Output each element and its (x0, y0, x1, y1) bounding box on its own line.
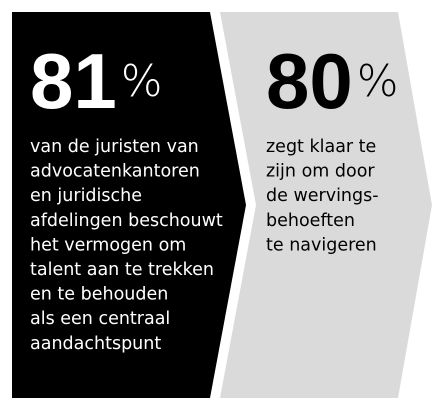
percent-sign: % (121, 56, 163, 107)
description-line: zijn om door (266, 162, 375, 182)
grey-chevron (220, 12, 432, 398)
black-chevron (12, 12, 246, 398)
description-line: talent aan te trekken (30, 260, 214, 280)
description-line: afdelingen beschouwt (30, 211, 223, 231)
big-number: 80 (266, 37, 353, 125)
description-line: aandachtspunt (30, 334, 161, 354)
percent-sign: % (357, 56, 399, 107)
description-line: zegt klaar te (266, 137, 376, 157)
description-line: behoeften (266, 211, 355, 231)
big-number: 81 (30, 37, 117, 125)
description-line: het vermogen om (30, 235, 186, 255)
description-line: als een centraal (30, 309, 170, 329)
description-line: en te behouden (30, 285, 168, 305)
description-line: en juridische (30, 186, 142, 206)
description-line: te navigeren (266, 235, 377, 255)
content: 81 % van de juristen van advocatenkantoren e… (30, 37, 399, 354)
description-line: van de juristen van (30, 137, 199, 157)
description-line: de wervings- (266, 186, 379, 206)
description-line: advocatenkantoren (30, 162, 200, 182)
